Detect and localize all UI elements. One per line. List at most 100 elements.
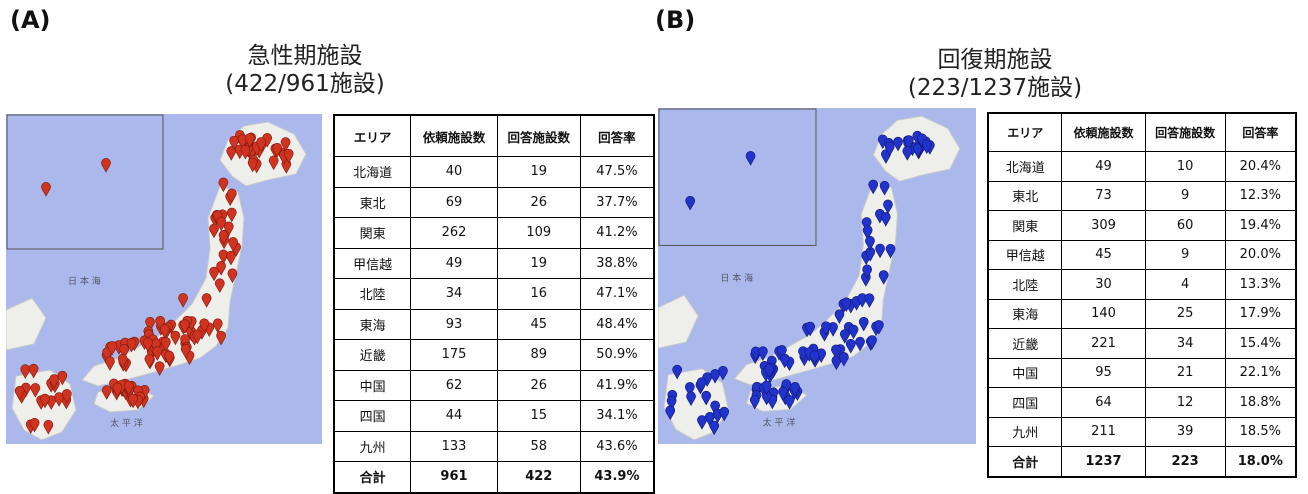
facility-pin-icon (841, 297, 852, 312)
facility-pin-icon (105, 356, 115, 371)
facility-pin-icon (247, 157, 258, 173)
column-header: 回答率 (1224, 112, 1297, 152)
facility-pin-icon (101, 385, 112, 400)
facility-pin-icon (809, 350, 820, 365)
table-cell: 45 (1061, 239, 1146, 270)
table-cell: 49 (410, 247, 498, 279)
total-cell: 223 (1144, 446, 1226, 477)
facility-pin-icon (268, 155, 279, 171)
table-cell: 211 (1061, 416, 1146, 447)
facility-pin-icon (155, 316, 165, 331)
table-cell: 43.6% (579, 430, 655, 462)
table-total-row: 合計 961 422 43.9% (333, 461, 655, 493)
table-cell: 26 (496, 369, 581, 401)
table-cell: 37.7% (579, 186, 655, 218)
table-row: 東北 69 26 37.7% (333, 186, 655, 218)
table-cell: 近畿 (987, 328, 1063, 359)
facility-pin-icon (209, 266, 219, 282)
japan-map-svg: 日 本 海太 平 洋 (6, 114, 322, 444)
column-header: 回答施設数 (1144, 112, 1226, 152)
facility-pin-icon (218, 177, 229, 193)
table-cell: 58 (496, 430, 581, 462)
facility-pin-icon (883, 199, 893, 215)
facility-pin-icon (28, 363, 39, 379)
facility-pin-icon (62, 389, 72, 404)
table-cell: 東海 (333, 308, 412, 340)
table-cell: 北陸 (987, 269, 1063, 300)
sea-of-japan-label: 日 本 海 (68, 275, 101, 287)
table-recovery-facilities: エリア 依頼施設数 回答施設数 回答率 北海道 49 10 20.4% 東北 73 9 12.3% 関東… (987, 112, 1297, 478)
table-row: 四国 44 15 34.1% (333, 400, 655, 432)
table-cell: 34.1% (579, 400, 655, 432)
facility-pin-icon (697, 415, 707, 430)
facility-pin-icon (778, 386, 788, 402)
facility-pin-icon (160, 324, 170, 339)
table-cell: 四国 (333, 400, 412, 432)
facility-pin-icon (101, 158, 111, 173)
table-cell: 62 (410, 369, 498, 401)
column-header: 回答施設数 (496, 114, 581, 157)
facility-pin-icon (218, 230, 229, 245)
table-cell: 25 (1144, 298, 1226, 329)
table-row: 中国 95 21 22.1% (987, 357, 1297, 388)
facility-pin-icon (893, 136, 903, 152)
facility-pin-icon (758, 346, 768, 361)
table-cell: 甲信越 (987, 239, 1063, 270)
table-cell: 60 (1144, 210, 1226, 241)
column-header: 依頼施設数 (410, 114, 498, 157)
facility-pin-icon (107, 341, 117, 356)
column-header: 依頼施設数 (1061, 112, 1146, 152)
table-total-row: 合計 1237 223 18.0% (987, 446, 1297, 477)
facility-pin-icon (834, 309, 845, 324)
facility-pin-icon (874, 320, 884, 335)
facility-pin-icon (112, 382, 123, 398)
okinawa-inset (6, 114, 164, 250)
japan-map-svg: 日 本 海太 平 洋 (658, 108, 976, 444)
facility-pin-icon (124, 380, 134, 396)
facility-pin-icon (226, 207, 237, 223)
facility-pin-icon (227, 188, 237, 204)
korean-peninsula-land (658, 294, 699, 349)
table-row: 関東 262 109 41.2% (333, 217, 655, 249)
table-cell: 東海 (987, 298, 1063, 329)
table-cell: 133 (410, 430, 498, 462)
table-cell: 近畿 (333, 339, 412, 371)
total-cell: 合計 (333, 461, 412, 493)
table-cell: 関東 (333, 217, 412, 249)
facility-pin-icon (921, 139, 932, 155)
total-cell: 43.9% (579, 461, 655, 493)
sea-of-japan-label: 日 本 海 (720, 272, 753, 284)
facility-pin-icon (41, 182, 51, 197)
table-cell: 20.4% (1224, 151, 1297, 182)
table-cell: 16 (496, 278, 581, 310)
facility-pin-icon (880, 212, 891, 227)
facility-pin-icon (840, 329, 850, 344)
table-row: 東海 93 45 48.4% (333, 308, 655, 340)
facility-pin-icon (117, 354, 128, 369)
facility-pin-icon (228, 237, 238, 252)
okinawa-inset (658, 108, 817, 246)
facility-pin-icon (283, 148, 294, 164)
facility-pin-icon (256, 137, 266, 152)
facility-pin-icon (868, 179, 878, 195)
facility-pin-icon (862, 264, 872, 280)
pacific-ocean-label: 太 平 洋 (110, 417, 143, 429)
facility-pin-icon (178, 293, 188, 308)
facility-pin-icon (212, 318, 223, 334)
column-header: 回答率 (579, 114, 655, 157)
table-row: 九州 133 58 43.6% (333, 430, 655, 462)
table-cell: 262 (410, 217, 498, 249)
facility-pin-icon (209, 223, 219, 239)
facility-pin-icon (180, 334, 190, 349)
facility-pin-icon (666, 395, 677, 411)
table-cell: 39 (1144, 416, 1226, 447)
panel-b-label: (B) (655, 6, 696, 34)
table-cell: 41.2% (579, 217, 655, 249)
table-cell: 140 (1061, 298, 1146, 329)
facility-pin-icon (862, 225, 873, 240)
table-row: 中国 62 26 41.9% (333, 369, 655, 401)
table-cell: 34 (1144, 328, 1226, 359)
pacific-ocean-label: 太 平 洋 (763, 417, 796, 429)
table-row: 関東 309 60 19.4% (987, 210, 1297, 241)
table-cell: 309 (1061, 210, 1146, 241)
